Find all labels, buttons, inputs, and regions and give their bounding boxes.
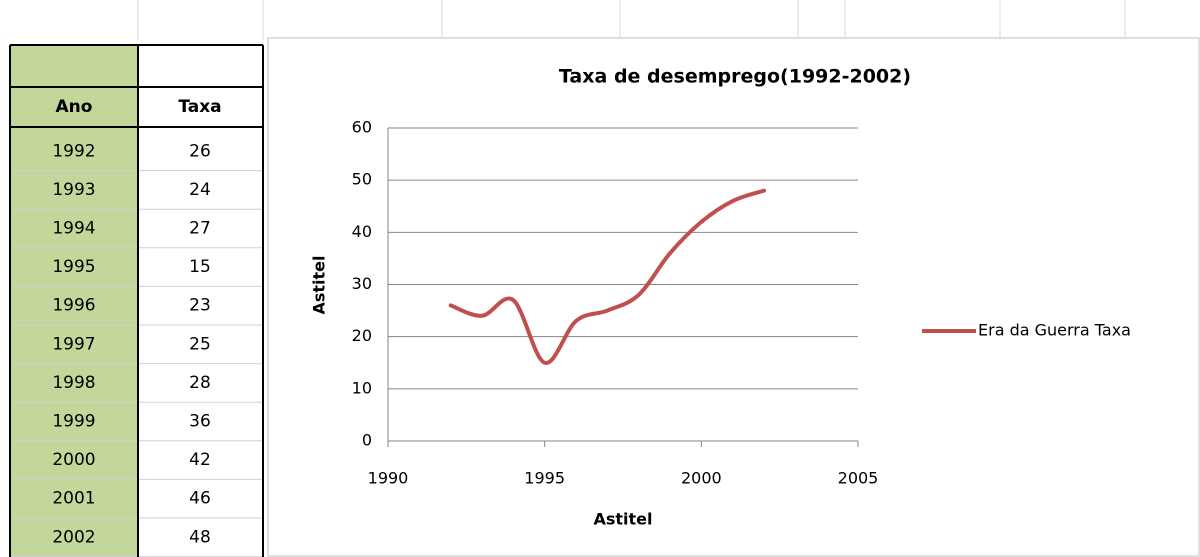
cell: 15 [189, 257, 211, 277]
x-tick-label: 2005 [838, 469, 879, 488]
chart-area [267, 37, 1200, 557]
cell: 26 [189, 141, 211, 161]
x-tick-label: 1995 [524, 469, 565, 488]
cell: 48 [189, 527, 211, 547]
green-column [10, 45, 138, 557]
cell: 1998 [52, 373, 95, 393]
cell: 1994 [52, 219, 95, 239]
cell: 1997 [52, 334, 95, 354]
cell: 1992 [52, 141, 95, 161]
cell: 28 [189, 373, 211, 393]
header-cell: Taxa [178, 97, 221, 117]
cell: 1999 [52, 412, 95, 432]
cell: 27 [189, 219, 211, 239]
cell: 1995 [52, 257, 95, 277]
sheet-grid [137, 0, 1126, 40]
y-tick-label: 10 [352, 378, 372, 397]
cell: 36 [189, 412, 211, 432]
cell: 46 [189, 489, 211, 509]
legend-label: Era da Guerra Taxa [978, 321, 1131, 340]
y-tick-label: 40 [352, 222, 372, 241]
cell: 42 [189, 450, 211, 470]
x-tick-label: 2000 [681, 469, 722, 488]
x-tick-label: 1990 [368, 469, 409, 488]
y-tick-label: 60 [352, 118, 372, 137]
y-tick-label: 20 [352, 326, 372, 345]
cell: 2001 [52, 489, 95, 509]
cell: 25 [189, 334, 211, 354]
cell: 1996 [52, 296, 95, 316]
cell: 2000 [52, 450, 95, 470]
cell: 1993 [52, 180, 95, 200]
y-tick-label: 30 [352, 274, 372, 293]
x-axis-label: Astitel [593, 510, 652, 529]
cell: 2002 [52, 527, 95, 547]
cell: 23 [189, 296, 211, 316]
header-cell: Ano [56, 97, 93, 117]
cell: 24 [189, 180, 211, 200]
y-axis-label: Astitel [310, 255, 329, 314]
series-line [448, 188, 766, 365]
chart-title: Taxa de desemprego(1992-2002) [559, 66, 911, 88]
y-tick-label: 50 [352, 170, 372, 189]
y-tick-label: 0 [362, 431, 372, 450]
